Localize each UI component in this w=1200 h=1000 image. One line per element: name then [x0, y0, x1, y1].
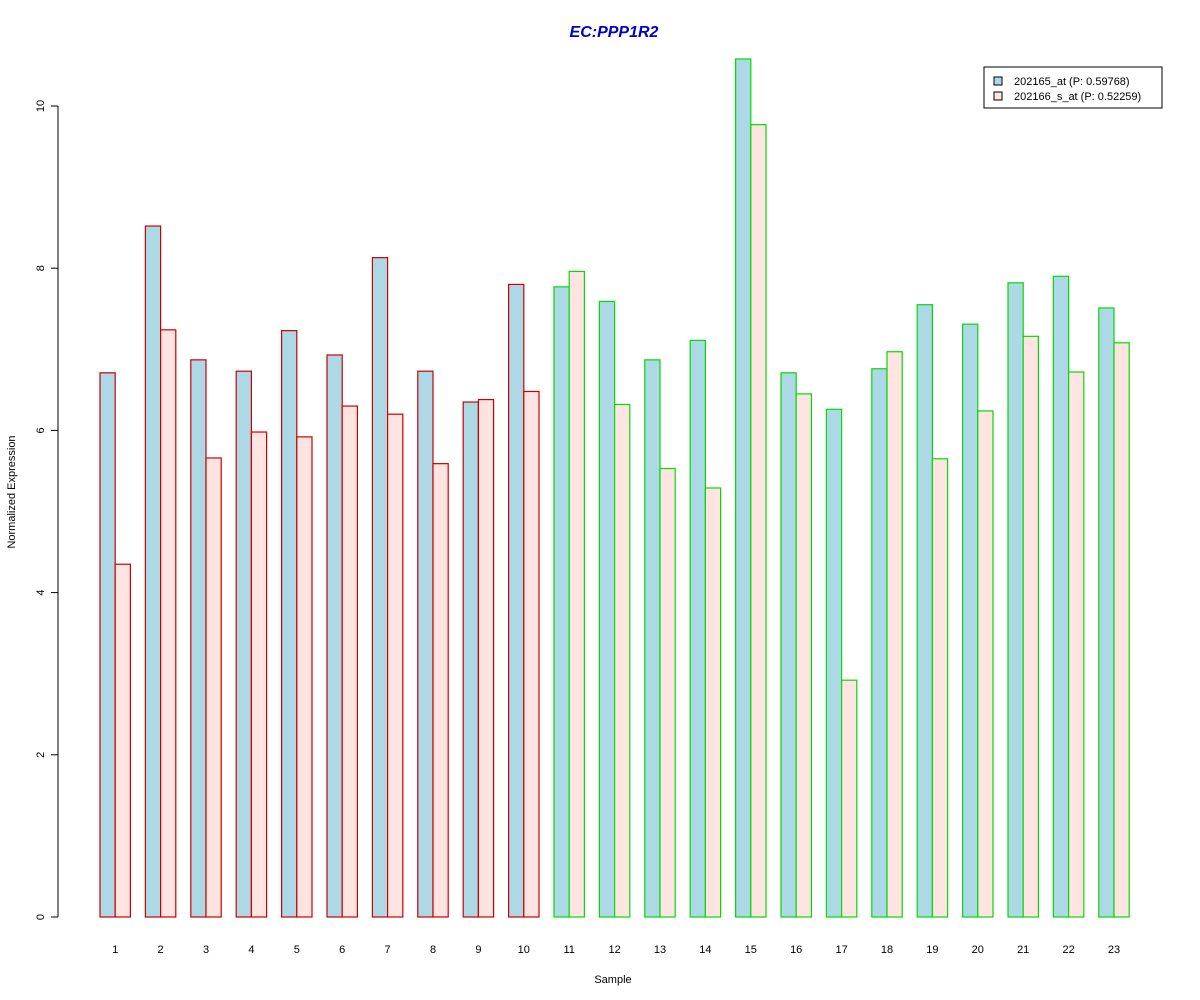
- bar-series1-sample-11: [553, 286, 570, 918]
- y-tick-label: 6: [35, 427, 47, 433]
- bar-series1-sample-17: [825, 408, 843, 918]
- bar-series1-sample-15: [734, 58, 752, 918]
- chart-title: EC:PPP1R2: [570, 24, 659, 41]
- x-tick-label: 23: [1108, 944, 1120, 956]
- y-tick-label: 4: [35, 590, 47, 596]
- bar-series2-sample-16: [795, 393, 813, 918]
- bar-series1-sample-4: [235, 370, 252, 918]
- bar-series1-sample-22: [1052, 275, 1070, 918]
- x-tick-label: 12: [608, 944, 620, 956]
- y-tick-label: 8: [35, 265, 47, 271]
- bar-series2-sample-14: [704, 487, 722, 918]
- bar-series1-sample-10: [508, 283, 525, 918]
- bar-series1-sample-12: [598, 300, 616, 918]
- bar-series2-sample-18: [886, 351, 903, 918]
- bar-series1-sample-23: [1098, 307, 1115, 918]
- legend-entry: 202165_at (P: 0.59768): [1014, 76, 1130, 88]
- bar-series1-sample-21: [1007, 282, 1024, 918]
- x-tick-label: 4: [248, 944, 254, 956]
- x-tick-label: 6: [339, 944, 345, 956]
- bar-series2-sample-10: [523, 390, 540, 918]
- bar-series2-sample-5: [296, 436, 313, 918]
- x-tick-label: 10: [518, 944, 530, 956]
- bar-series2-sample-12: [613, 403, 631, 918]
- legend-box: [983, 66, 1163, 109]
- bars: [99, 58, 1130, 918]
- y-tick-label: 2: [35, 752, 47, 758]
- bar-series1-sample-5: [281, 330, 298, 918]
- x-tick-label: 16: [790, 944, 802, 956]
- x-tick-label: 2: [158, 944, 164, 956]
- bar-series2-sample-6: [341, 405, 359, 918]
- x-tick-label: 1: [112, 944, 118, 956]
- bar-series1-sample-1: [99, 372, 116, 918]
- x-tick-label: 20: [972, 944, 984, 956]
- x-tick-label: 5: [294, 944, 300, 956]
- y-axis-label: Normalized Expression: [6, 435, 18, 548]
- bar-series1-sample-13: [644, 359, 661, 918]
- x-tick-label: 22: [1062, 944, 1074, 956]
- legend-swatch: [993, 91, 1003, 101]
- bar-series2-sample-2: [160, 329, 177, 918]
- bar-series2-sample-3: [205, 457, 222, 918]
- bar-series1-sample-18: [871, 368, 888, 918]
- bar-series1-sample-19: [916, 304, 934, 918]
- x-tick-label: 13: [654, 944, 666, 956]
- x-tick-label: 7: [385, 944, 391, 956]
- bar-series1-sample-20: [961, 323, 979, 918]
- x-tick-label: 21: [1017, 944, 1029, 956]
- bar-series2-sample-21: [1022, 335, 1040, 918]
- bar-series2-sample-20: [977, 410, 994, 918]
- x-tick-label: 3: [203, 944, 209, 956]
- bar-series2-sample-19: [931, 458, 949, 918]
- x-tick-label: 17: [835, 944, 847, 956]
- x-axis-tick-labels: 1 2 3 4 5 6 7 8 9 10 11 12 13 14 15 16 17 18 19 20 21 22 23: [112, 944, 1120, 956]
- x-tick-label: 9: [475, 944, 481, 956]
- bar-series1-sample-3: [190, 359, 207, 918]
- bar-series2-sample-11: [568, 270, 586, 918]
- legend: 202165_at (P: 0.59768) 202166_s_at (P: 0.…: [983, 66, 1163, 109]
- bar-series2-sample-17: [840, 679, 858, 918]
- x-tick-label: 11: [563, 944, 574, 956]
- legend-swatch: [993, 76, 1003, 86]
- bar-series2-sample-23: [1113, 342, 1130, 918]
- x-tick-label: 8: [430, 944, 436, 956]
- bar-series1-sample-8: [417, 370, 434, 918]
- y-tick-label: 0: [35, 914, 47, 920]
- legend-entry: 202166_s_at (P: 0.52259): [1014, 91, 1141, 103]
- bar-series1-sample-7: [371, 257, 389, 918]
- x-tick-label: 18: [881, 944, 893, 956]
- bar-series2-sample-13: [659, 467, 676, 918]
- bar-series1-sample-14: [689, 339, 707, 918]
- bar-series2-sample-8: [432, 463, 449, 918]
- x-tick-label: 14: [699, 944, 711, 956]
- bar-series1-sample-16: [780, 372, 797, 918]
- bar-series2-sample-15: [750, 124, 767, 918]
- x-axis-label: Sample: [594, 974, 631, 986]
- bar-series2-sample-9: [477, 398, 495, 918]
- bar-series2-sample-4: [250, 431, 268, 918]
- x-tick-label: 19: [926, 944, 938, 956]
- y-axis: 0 2 4 6 8 10: [35, 100, 59, 920]
- bar-series1-sample-2: [144, 225, 162, 918]
- bar-series2-sample-1: [114, 563, 131, 918]
- bar-series1-sample-6: [326, 354, 343, 918]
- y-tick-label: 10: [35, 100, 47, 112]
- bar-series2-sample-22: [1067, 371, 1085, 918]
- x-tick-label: 15: [745, 944, 757, 956]
- bar-series2-sample-7: [387, 413, 404, 918]
- bar-series1-sample-9: [462, 401, 480, 918]
